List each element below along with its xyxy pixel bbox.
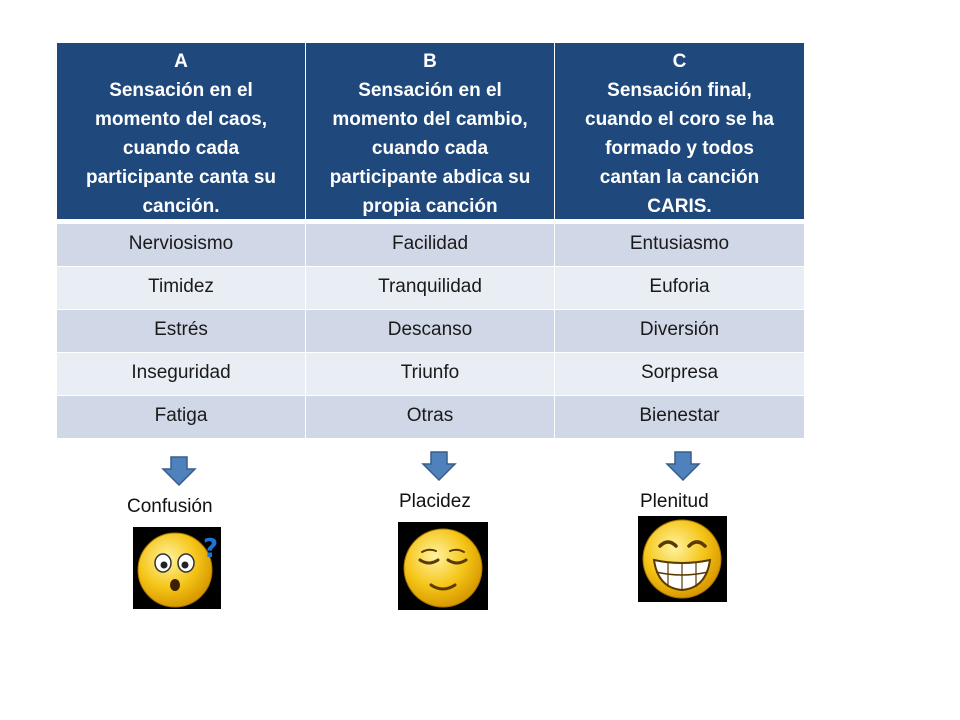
header-line: participante abdica su bbox=[329, 167, 531, 188]
down-arrow-icon bbox=[665, 451, 701, 481]
header-line: Sensación en el bbox=[109, 80, 253, 101]
feelings-table: A Sensación en el momento del caos, cuan… bbox=[57, 43, 805, 438]
down-arrow-icon bbox=[161, 456, 197, 486]
table-cell: Inseguridad bbox=[57, 352, 306, 395]
table-cell: Timidez bbox=[57, 266, 306, 309]
grinning-face-icon bbox=[638, 516, 727, 602]
header-col-c: C Sensación final, cuando el coro se ha … bbox=[555, 43, 805, 223]
table-cell: Sorpresa bbox=[555, 352, 805, 395]
header-letter: A bbox=[174, 51, 188, 72]
down-arrow-icon bbox=[421, 451, 457, 481]
table-cell: Nerviosismo bbox=[57, 223, 306, 266]
table-cell: Fatiga bbox=[57, 395, 306, 438]
table-cell: Triunfo bbox=[306, 352, 555, 395]
result-label-plenitud: Plenitud bbox=[640, 491, 709, 512]
header-line: cuando cada bbox=[122, 138, 240, 159]
svg-text:?: ? bbox=[203, 534, 218, 564]
header-line: momento del cambio, bbox=[332, 109, 528, 130]
table-cell: Euforia bbox=[555, 266, 805, 309]
table-cell: Entusiasmo bbox=[555, 223, 805, 266]
header-letter: C bbox=[672, 51, 687, 72]
table-cell: Descanso bbox=[306, 309, 555, 352]
table-cell: Tranquilidad bbox=[306, 266, 555, 309]
table-cell: Estrés bbox=[57, 309, 306, 352]
header-letter: B bbox=[423, 51, 437, 72]
header-col-a: A Sensación en el momento del caos, cuan… bbox=[57, 43, 306, 223]
header-line: propia canción bbox=[362, 196, 498, 217]
table-cell: Bienestar bbox=[555, 395, 805, 438]
table-cell: Diversión bbox=[555, 309, 805, 352]
header-line: participante canta su bbox=[85, 167, 277, 188]
header-line: Sensación en el bbox=[358, 80, 502, 101]
result-label-confusion: Confusión bbox=[127, 496, 213, 517]
header-line: Sensación final, bbox=[607, 80, 752, 101]
table-cell: Otras bbox=[306, 395, 555, 438]
header-line: canción. bbox=[142, 196, 220, 217]
header-line: CARIS. bbox=[647, 196, 712, 217]
confused-face-icon: ? bbox=[133, 527, 221, 609]
header-line: momento del caos, bbox=[94, 109, 268, 130]
header-col-b: B Sensación en el momento del cambio, cu… bbox=[306, 43, 555, 223]
table-cell: Facilidad bbox=[306, 223, 555, 266]
header-line: formado y todos bbox=[605, 138, 754, 159]
relieved-face-icon bbox=[398, 522, 488, 610]
header-line: cantan la canción bbox=[599, 167, 760, 188]
header-line: cuando cada bbox=[371, 138, 489, 159]
result-label-placidez: Placidez bbox=[399, 491, 471, 512]
header-line: cuando el coro se ha bbox=[585, 109, 774, 130]
